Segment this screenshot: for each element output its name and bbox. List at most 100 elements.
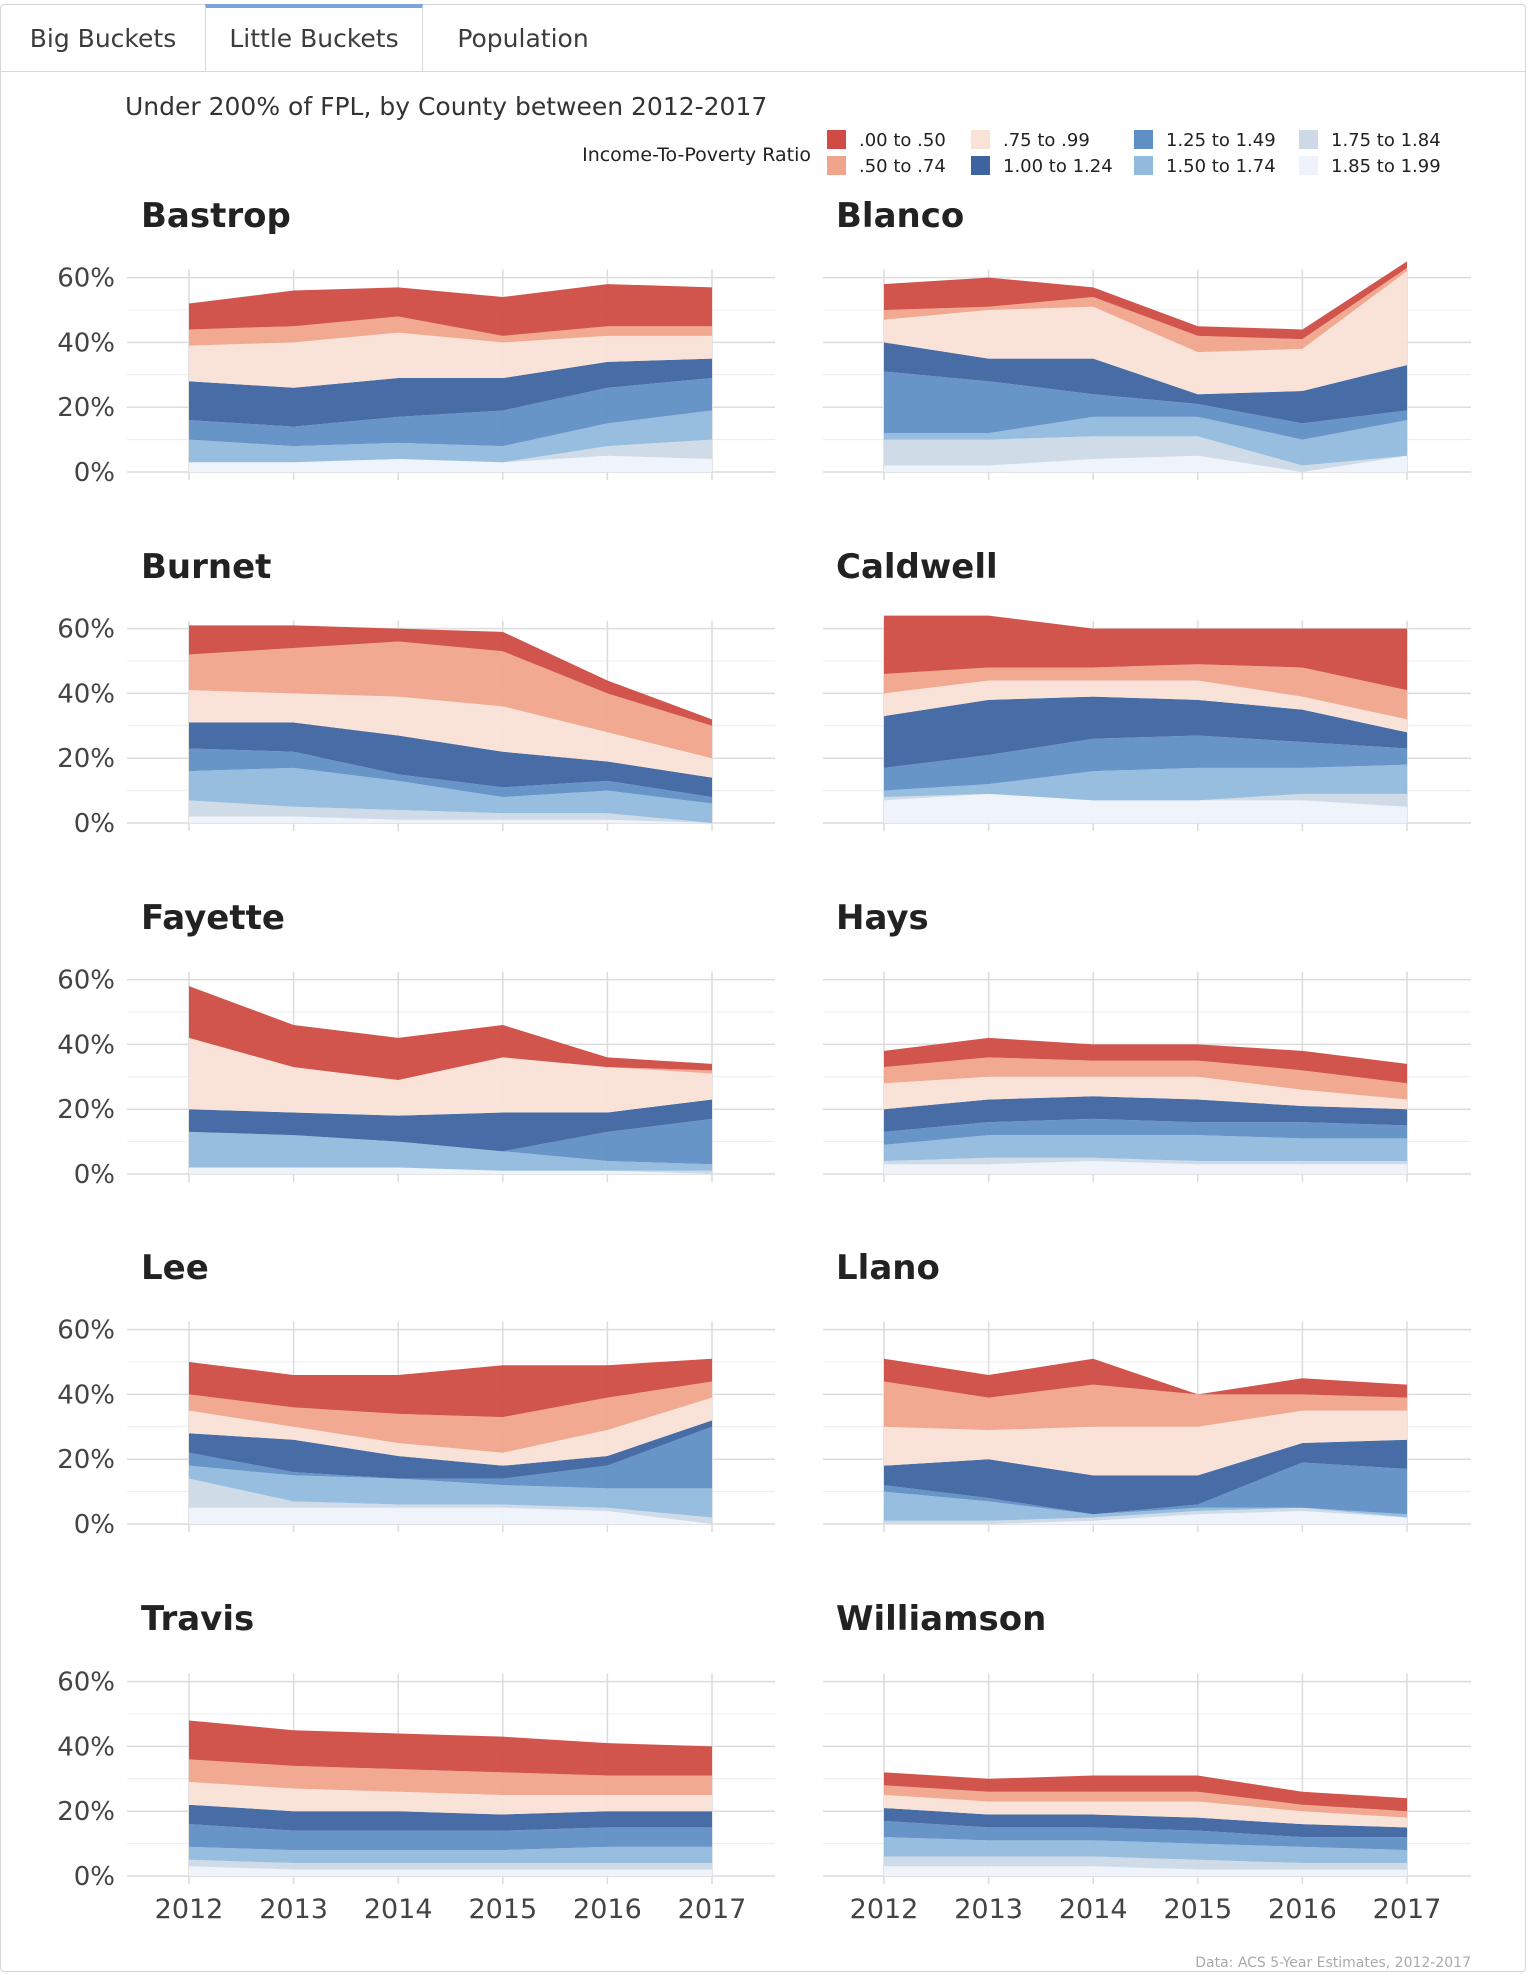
area-series: [884, 1820, 1407, 1851]
panel-title: Llano: [836, 1248, 940, 1288]
panel-title: Lee: [141, 1248, 209, 1288]
y-tick-label: 0%: [74, 809, 115, 839]
area-series: [189, 1720, 712, 1776]
legend-swatch: [1299, 130, 1318, 149]
area-series: [189, 1358, 712, 1418]
area-series: [189, 1759, 712, 1795]
y-tick-label: 20%: [57, 1095, 115, 1125]
panel-travis: Travis 0% 20% 40% 60% 2012 2013 2014 2015 2016 201…: [57, 1599, 775, 1925]
area-series: [189, 767, 712, 823]
area-series: [884, 1491, 1407, 1521]
y-tick-label: 40%: [57, 328, 115, 358]
area-series: [884, 696, 1407, 768]
faceted-area-chart: Under 200% of FPL, by County between 201…: [57, 92, 1471, 1971]
legend-swatch: [827, 156, 846, 175]
panel-title: Hays: [836, 898, 929, 938]
panel-caldwell: Caldwell: [823, 547, 1471, 831]
area-series: [884, 1381, 1407, 1431]
area-series: [884, 680, 1407, 733]
legend-swatch: [971, 156, 990, 175]
panel-bastrop: Bastrop 0% 20% 40% 60%: [57, 196, 775, 488]
y-tick-label: 20%: [57, 1797, 115, 1827]
area-series: [189, 1507, 712, 1524]
area-series: [189, 1859, 712, 1870]
panel-title: Bastrop: [141, 196, 291, 236]
panel-title: Blanco: [836, 196, 964, 236]
area-series: [884, 416, 1407, 466]
area-series: [884, 455, 1407, 472]
x-tick-label: 2016: [573, 1894, 642, 1925]
area-series: [884, 764, 1407, 801]
area-series: [189, 1478, 712, 1524]
area-series: [189, 1131, 712, 1171]
area-series: [884, 1795, 1407, 1828]
app-frame: Big Buckets Little Buckets Population Un…: [0, 4, 1526, 1972]
x-tick-label: 2013: [954, 1894, 1023, 1925]
panel-lee: Lee 0% 20% 40% 60%: [57, 1248, 775, 1540]
x-tick-label: 2014: [1059, 1894, 1128, 1925]
x-tick-label: 2017: [678, 1894, 747, 1925]
panel-blanco: Blanco: [823, 196, 1471, 480]
legend-label: 1.85 to 1.99: [1331, 156, 1441, 177]
area-series: [884, 793, 1407, 807]
area-series: [189, 410, 712, 463]
panel-fayette: Fayette 0% 20% 40% 60%: [57, 898, 775, 1190]
x-tick-label: 2017: [1373, 1894, 1442, 1925]
area-series: [884, 1866, 1407, 1876]
area-series: [884, 342, 1407, 424]
area-series: [884, 1462, 1407, 1515]
area-series: [189, 1846, 712, 1864]
area-series: [884, 735, 1407, 791]
panel-llano: Llano: [823, 1248, 1471, 1532]
area-series: [189, 641, 712, 759]
x-tick-label: 2012: [155, 1894, 224, 1925]
area-series: [189, 1037, 712, 1116]
x-tick-label: 2015: [1163, 1894, 1232, 1925]
area-series: [884, 1358, 1407, 1398]
tab-little-buckets[interactable]: Little Buckets: [205, 4, 423, 71]
x-tick-label: 2013: [259, 1894, 328, 1925]
tab-population[interactable]: Population: [457, 24, 589, 53]
area-series: [189, 1381, 712, 1453]
area-series: [884, 371, 1407, 440]
legend-swatch: [827, 130, 846, 149]
area-series: [884, 1807, 1407, 1838]
area-series: [189, 1465, 712, 1518]
y-tick-label: 0%: [74, 1510, 115, 1540]
x-tick-label: 2016: [1268, 1894, 1337, 1925]
area-series: [884, 1856, 1407, 1870]
area-series: [189, 439, 712, 463]
y-tick-label: 20%: [57, 744, 115, 774]
area-series: [884, 1157, 1407, 1165]
tab-big-buckets[interactable]: Big Buckets: [29, 24, 177, 53]
legend-title: Income-To-Poverty Ratio: [582, 144, 811, 166]
area-series: [189, 986, 712, 1081]
area-series: [884, 1037, 1407, 1084]
area-series: [189, 378, 712, 447]
y-tick-label: 60%: [57, 966, 115, 996]
y-tick-label: 40%: [57, 1380, 115, 1410]
y-tick-label: 40%: [57, 1732, 115, 1762]
area-series: [884, 1837, 1407, 1864]
area-series: [884, 1096, 1407, 1132]
area-series: [884, 1118, 1407, 1145]
y-tick-label: 20%: [57, 393, 115, 423]
y-tick-label: 40%: [57, 679, 115, 709]
area-series: [884, 1772, 1407, 1812]
panel-williamson: Williamson 2012 2013 2014 2015 2016 2017: [823, 1599, 1471, 1925]
panel-burnet: Burnet 0% 20% 40% 60%: [57, 547, 775, 839]
tab-bar: Big Buckets Little Buckets Population: [1, 4, 1525, 72]
legend-swatch: [971, 130, 990, 149]
area-series: [189, 748, 712, 804]
area-series: [189, 1782, 712, 1815]
area-series: [189, 722, 712, 798]
y-tick-label: 60%: [57, 1316, 115, 1346]
panel-title: Travis: [141, 1599, 254, 1639]
panel-title: Burnet: [141, 547, 271, 587]
legend-label: 1.50 to 1.74: [1166, 156, 1276, 177]
area-series: [189, 625, 712, 726]
area-series: [884, 267, 1407, 353]
area-series: [884, 261, 1407, 340]
area-series: [189, 1866, 712, 1876]
area-series: [884, 1507, 1407, 1524]
